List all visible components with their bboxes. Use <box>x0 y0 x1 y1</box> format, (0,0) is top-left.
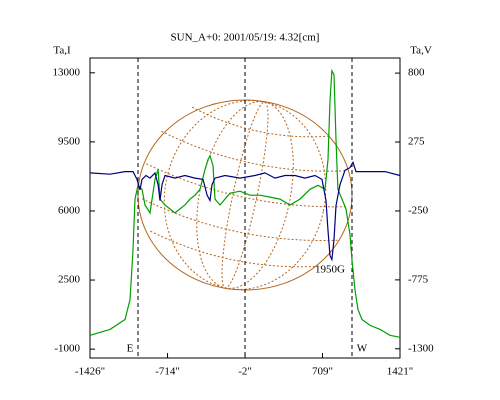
x-tick-label: 1421" <box>387 366 414 378</box>
x-tick-label: -2" <box>238 366 252 378</box>
annotation: W <box>357 343 368 355</box>
x-tick-label: -1426" <box>75 366 105 378</box>
chart-title: SUN_A+0: 2001/05/19: 4.32[cm] <box>171 32 320 44</box>
y2-tick-label: 275 <box>408 136 425 148</box>
y-axis-label: Ta,I <box>53 45 71 57</box>
y2-tick-label: -250 <box>408 204 429 216</box>
y2-tick-label: 800 <box>408 67 425 79</box>
annotation: E <box>127 343 134 355</box>
y2-tick-label: -1300 <box>408 342 434 354</box>
annotation: 1950G <box>315 264 345 276</box>
y-tick-label: 9500 <box>58 135 81 147</box>
y-tick-label: 13000 <box>53 66 81 78</box>
x-tick-label: 709" <box>312 366 333 378</box>
y-tick-label: -1000 <box>54 343 80 355</box>
y-tick-label: 6000 <box>58 204 81 216</box>
y2-axis-label: Ta,V <box>410 45 432 57</box>
y2-tick-label: -775 <box>408 273 429 285</box>
x-tick-label: -714" <box>155 366 180 378</box>
y-tick-label: 2500 <box>58 274 81 286</box>
